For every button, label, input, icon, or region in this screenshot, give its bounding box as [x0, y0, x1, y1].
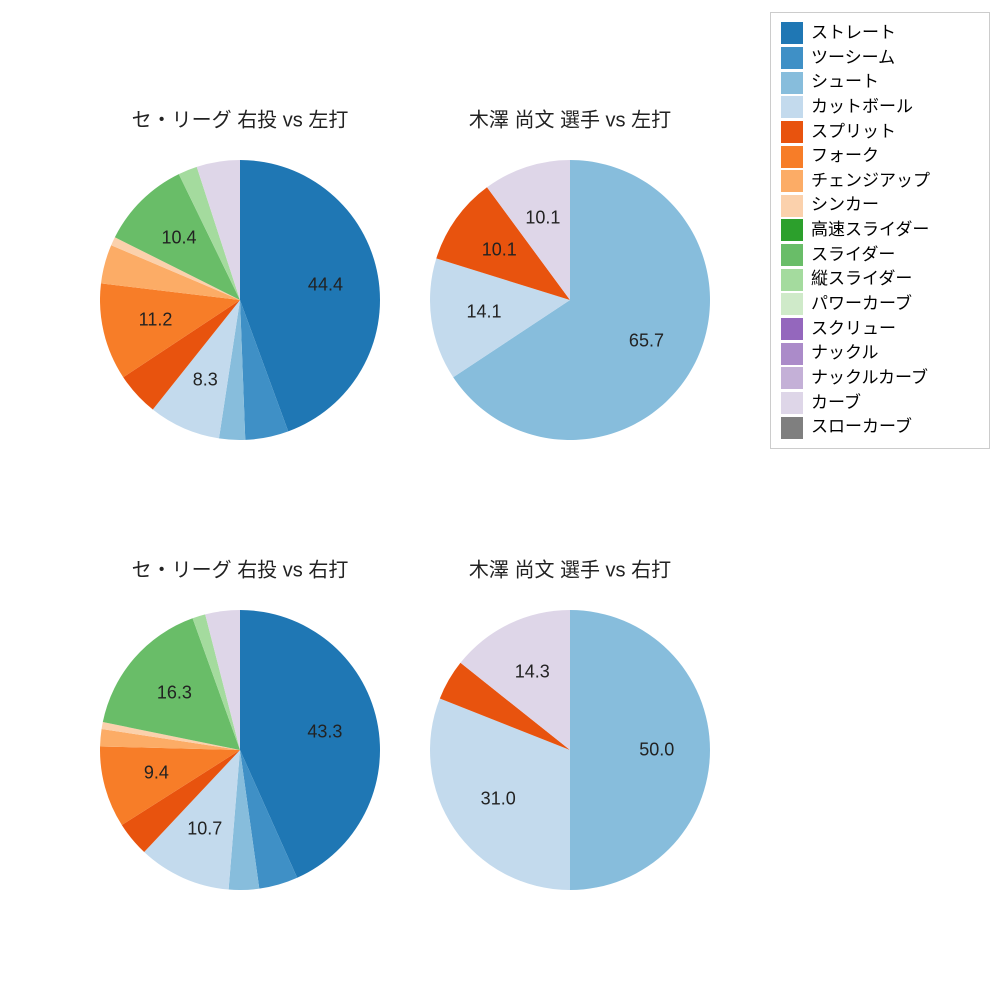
pie-slice-label: 10.4 [161, 228, 196, 249]
legend-item: ストレート [781, 21, 979, 46]
legend-item: ナックルカーブ [781, 366, 979, 391]
legend-swatch [781, 170, 803, 192]
legend-swatch [781, 146, 803, 168]
pie-slice-label: 44.4 [308, 274, 343, 295]
pie-slice-label: 9.4 [144, 763, 169, 784]
pie-br: 50.0 31.0 14.3 [430, 610, 710, 890]
pie-bl: 43.3 10.7 9.4 16.3 [100, 610, 380, 890]
pie-slice-label: 31.0 [481, 788, 516, 809]
legend-swatch [781, 219, 803, 241]
pie-slice-label: 10.1 [525, 207, 560, 228]
legend-label: シュート [811, 70, 879, 95]
pie-tl: 44.4 8.3 11.2 10.4 [100, 160, 380, 440]
legend-item: シュート [781, 70, 979, 95]
legend-swatch [781, 244, 803, 266]
chart-title-tl: セ・リーグ 右投 vs 左打 [132, 104, 349, 133]
legend-swatch [781, 121, 803, 143]
legend-item: スローカーブ [781, 415, 979, 440]
legend-label: ナックル [811, 341, 879, 366]
chart-title-bl: セ・リーグ 右投 vs 右打 [132, 554, 349, 583]
legend-label: スローカーブ [811, 415, 912, 440]
legend-swatch [781, 318, 803, 340]
legend: ストレートツーシームシュートカットボールスプリットフォークチェンジアップシンカー… [770, 12, 990, 449]
legend-item: カーブ [781, 391, 979, 416]
legend-swatch [781, 96, 803, 118]
pie-slice-label: 14.1 [467, 302, 502, 323]
legend-swatch [781, 367, 803, 389]
pie-slice-label: 10.1 [482, 239, 517, 260]
legend-item: ツーシーム [781, 46, 979, 71]
pie-slice-label: 50.0 [639, 740, 674, 761]
legend-item: スライダー [781, 243, 979, 268]
legend-item: パワーカーブ [781, 292, 979, 317]
legend-item: チェンジアップ [781, 169, 979, 194]
pie-slice-label: 43.3 [307, 721, 342, 742]
legend-item: フォーク [781, 144, 979, 169]
legend-label: ツーシーム [811, 46, 895, 71]
legend-label: カーブ [811, 391, 861, 416]
pie-slice-label: 65.7 [629, 331, 664, 352]
legend-swatch [781, 269, 803, 291]
legend-label: パワーカーブ [811, 292, 912, 317]
figure: { "layout": { "figure_w": 1000, "figure_… [0, 0, 1000, 1000]
pie-slice-label: 14.3 [515, 661, 550, 682]
legend-item: ナックル [781, 341, 979, 366]
pie-slice-label: 10.7 [187, 819, 222, 840]
legend-item: スクリュー [781, 317, 979, 342]
legend-swatch [781, 293, 803, 315]
chart-title-br: 木澤 尚文 選手 vs 右打 [469, 554, 671, 583]
legend-swatch [781, 22, 803, 44]
legend-label: ストレート [811, 21, 896, 46]
legend-swatch [781, 72, 803, 94]
legend-item: スプリット [781, 120, 979, 145]
legend-swatch [781, 47, 803, 69]
legend-label: ナックルカーブ [811, 366, 928, 391]
legend-swatch [781, 417, 803, 439]
legend-item: シンカー [781, 193, 979, 218]
legend-label: スクリュー [811, 317, 896, 342]
pie-slice-label: 11.2 [139, 309, 173, 330]
legend-swatch [781, 343, 803, 365]
legend-label: 高速スライダー [811, 218, 929, 243]
legend-label: フォーク [811, 144, 879, 169]
pie-slice-label: 16.3 [157, 683, 192, 704]
legend-swatch [781, 392, 803, 414]
legend-label: チェンジアップ [811, 169, 930, 194]
legend-swatch [781, 195, 803, 217]
legend-label: スプリット [811, 120, 896, 145]
pie-slice-label: 8.3 [193, 369, 218, 390]
legend-label: 縦スライダー [811, 267, 912, 292]
chart-title-tr: 木澤 尚文 選手 vs 左打 [469, 104, 671, 133]
legend-item: 高速スライダー [781, 218, 979, 243]
legend-label: シンカー [811, 193, 879, 218]
legend-label: カットボール [811, 95, 913, 120]
legend-label: スライダー [811, 243, 895, 268]
legend-item: カットボール [781, 95, 979, 120]
legend-item: 縦スライダー [781, 267, 979, 292]
pie-tr: 65.7 14.1 10.1 10.1 [430, 160, 710, 440]
